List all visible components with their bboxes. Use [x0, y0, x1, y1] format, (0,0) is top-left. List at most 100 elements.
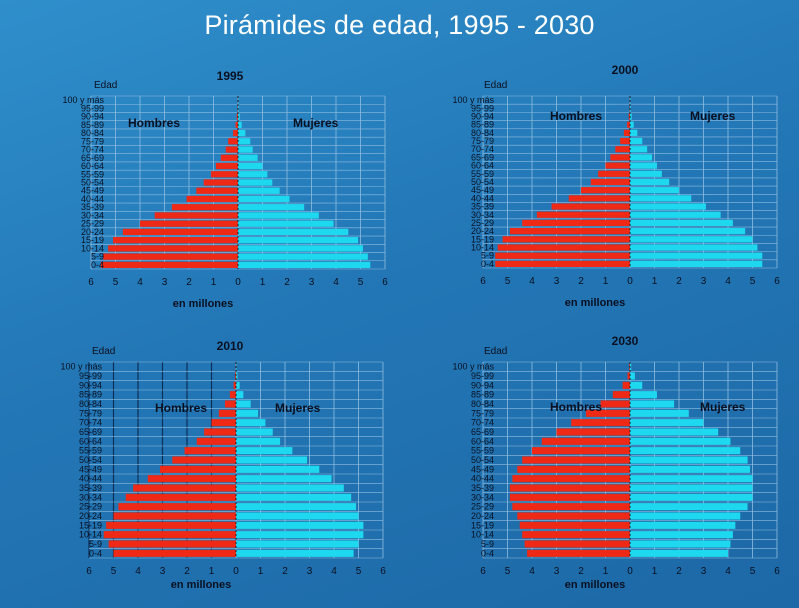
age-label: 60-64: [79, 436, 102, 446]
bar-female-0-4: [630, 260, 763, 268]
age-label: 30-34: [471, 210, 494, 220]
bar-male-40-44: [568, 195, 630, 202]
x-tick-label: 0: [235, 277, 241, 288]
bar-female-45-49: [238, 187, 280, 194]
x-tick-label: 5: [750, 566, 756, 577]
x-tick-label: 6: [480, 566, 486, 577]
age-label: 70-74: [471, 144, 494, 154]
chart-title: 2010: [217, 339, 244, 353]
bar-female-5-9: [236, 540, 359, 548]
bar-male-15-19: [502, 236, 630, 243]
bar-female-15-19: [630, 521, 736, 529]
bar-female-50-54: [630, 178, 670, 186]
bar-female-85-89: [630, 121, 634, 128]
x-tick-labels: 6 5 4 3 2 1 0 1 2 3 4 5 6: [88, 277, 388, 288]
x-tick-label: 3: [701, 276, 707, 287]
bar-female-75-79: [236, 409, 259, 417]
bar-female-10-14: [238, 245, 363, 252]
bar-male-55-59: [184, 447, 236, 455]
bar-male-65-69: [220, 154, 238, 161]
x-tick-label: 4: [333, 277, 339, 288]
bar-male-45-49: [160, 465, 236, 473]
age-label: 40-44: [471, 193, 494, 203]
bar-male-85-89: [235, 121, 238, 128]
bar-male-55-59: [598, 170, 630, 177]
x-tick-label: 4: [725, 276, 731, 287]
age-label: 15-19: [81, 235, 104, 245]
bar-male-30-34: [509, 493, 630, 501]
age-label: 15-19: [79, 520, 102, 530]
x-tick-label: 2: [284, 277, 290, 288]
bars: [103, 363, 364, 557]
age-label: 80-84: [81, 128, 104, 138]
age-label: 50-54: [471, 177, 494, 187]
bar-male-35-39: [551, 203, 630, 210]
age-label: 20-24: [81, 227, 104, 237]
x-tick-label: 6: [380, 566, 386, 577]
age-label: 70-74: [81, 145, 104, 155]
bar-male-10-14: [103, 531, 236, 539]
bar-female-20-24: [630, 228, 746, 235]
bar-male-75-79: [228, 138, 238, 145]
bar-female-45-49: [630, 187, 679, 194]
age-axis-label: Edad: [92, 346, 115, 357]
age-label: 100 y más: [60, 362, 102, 372]
age-label: 100 y más: [452, 95, 494, 105]
x-tick-label: 1: [258, 566, 264, 577]
x-tick-label: 3: [160, 566, 166, 577]
bar-female-75-79: [630, 409, 689, 417]
age-label: 45-49: [79, 464, 102, 474]
x-tick-label: 0: [627, 566, 633, 577]
age-label: 45-49: [471, 464, 494, 474]
age-label: 5-9: [481, 251, 494, 261]
age-label: 10-14: [81, 243, 104, 253]
bar-male-70-74: [211, 419, 236, 427]
age-label: 30-34: [79, 492, 102, 502]
age-label: 75-79: [81, 136, 104, 146]
age-labels: 0-45-910-1415-1920-2425-2930-3435-3940-4…: [452, 362, 494, 559]
bar-female-55-59: [236, 447, 293, 455]
bar-female-5-9: [630, 252, 763, 259]
bar-male-20-24: [517, 512, 630, 520]
bar-female-50-54: [238, 179, 273, 186]
age-label: 55-59: [81, 169, 104, 179]
bar-female-80-84: [238, 129, 246, 137]
bar-female-10-14: [630, 244, 758, 251]
x-tick-label: 3: [162, 277, 168, 288]
age-label: 60-64: [471, 161, 494, 171]
bar-female-30-34: [630, 211, 721, 218]
age-label: 100 y más: [62, 95, 104, 105]
bar-female-85-89: [236, 391, 244, 399]
age-label: 95-99: [81, 103, 104, 113]
bar-female-30-34: [630, 493, 753, 501]
bar-male-85-89: [627, 121, 630, 128]
bar-male-50-54: [522, 456, 630, 464]
bar-female-20-24: [238, 228, 349, 236]
bar-male-60-64: [196, 437, 236, 445]
age-label: 50-54: [79, 455, 102, 465]
bar-male-50-54: [590, 178, 630, 186]
x-tick-label: 1: [211, 277, 217, 288]
age-label: 50-54: [471, 455, 494, 465]
age-axis-label: Edad: [484, 80, 507, 91]
bar-male-90-94: [236, 113, 238, 120]
bar-male-5-9: [108, 540, 236, 548]
age-label: 95-99: [79, 371, 102, 381]
bar-male-25-29: [140, 220, 238, 227]
age-label: 80-84: [471, 128, 494, 138]
bar-female-15-19: [238, 237, 359, 244]
bar-male-70-74: [571, 419, 630, 427]
x-tick-label: 5: [750, 276, 756, 287]
bar-female-40-44: [630, 195, 692, 202]
bar-male-20-24: [509, 228, 630, 235]
bar-female-80-84: [630, 129, 638, 136]
bar-male-0-4: [100, 261, 238, 269]
male-label: Hombres: [155, 401, 207, 415]
age-labels: 0-45-910-1415-1920-2425-2930-3435-3940-4…: [60, 362, 102, 559]
female-label: Mujeres: [293, 116, 339, 130]
x-tick-label: 2: [676, 276, 682, 287]
bar-male-35-39: [171, 204, 238, 211]
x-tick-label: 1: [209, 566, 215, 577]
x-tick-label: 4: [725, 566, 731, 577]
bars: [100, 96, 371, 269]
